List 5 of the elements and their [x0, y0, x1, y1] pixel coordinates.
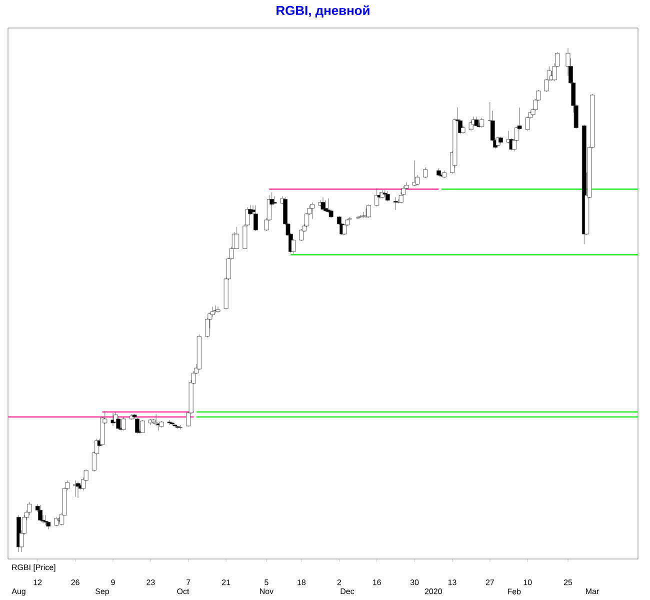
candlestick	[423, 167, 428, 178]
candlestick	[366, 204, 371, 218]
candlestick	[234, 226, 240, 249]
candlestick	[272, 196, 277, 205]
chart-title: RGBI, дневной	[276, 5, 370, 18]
